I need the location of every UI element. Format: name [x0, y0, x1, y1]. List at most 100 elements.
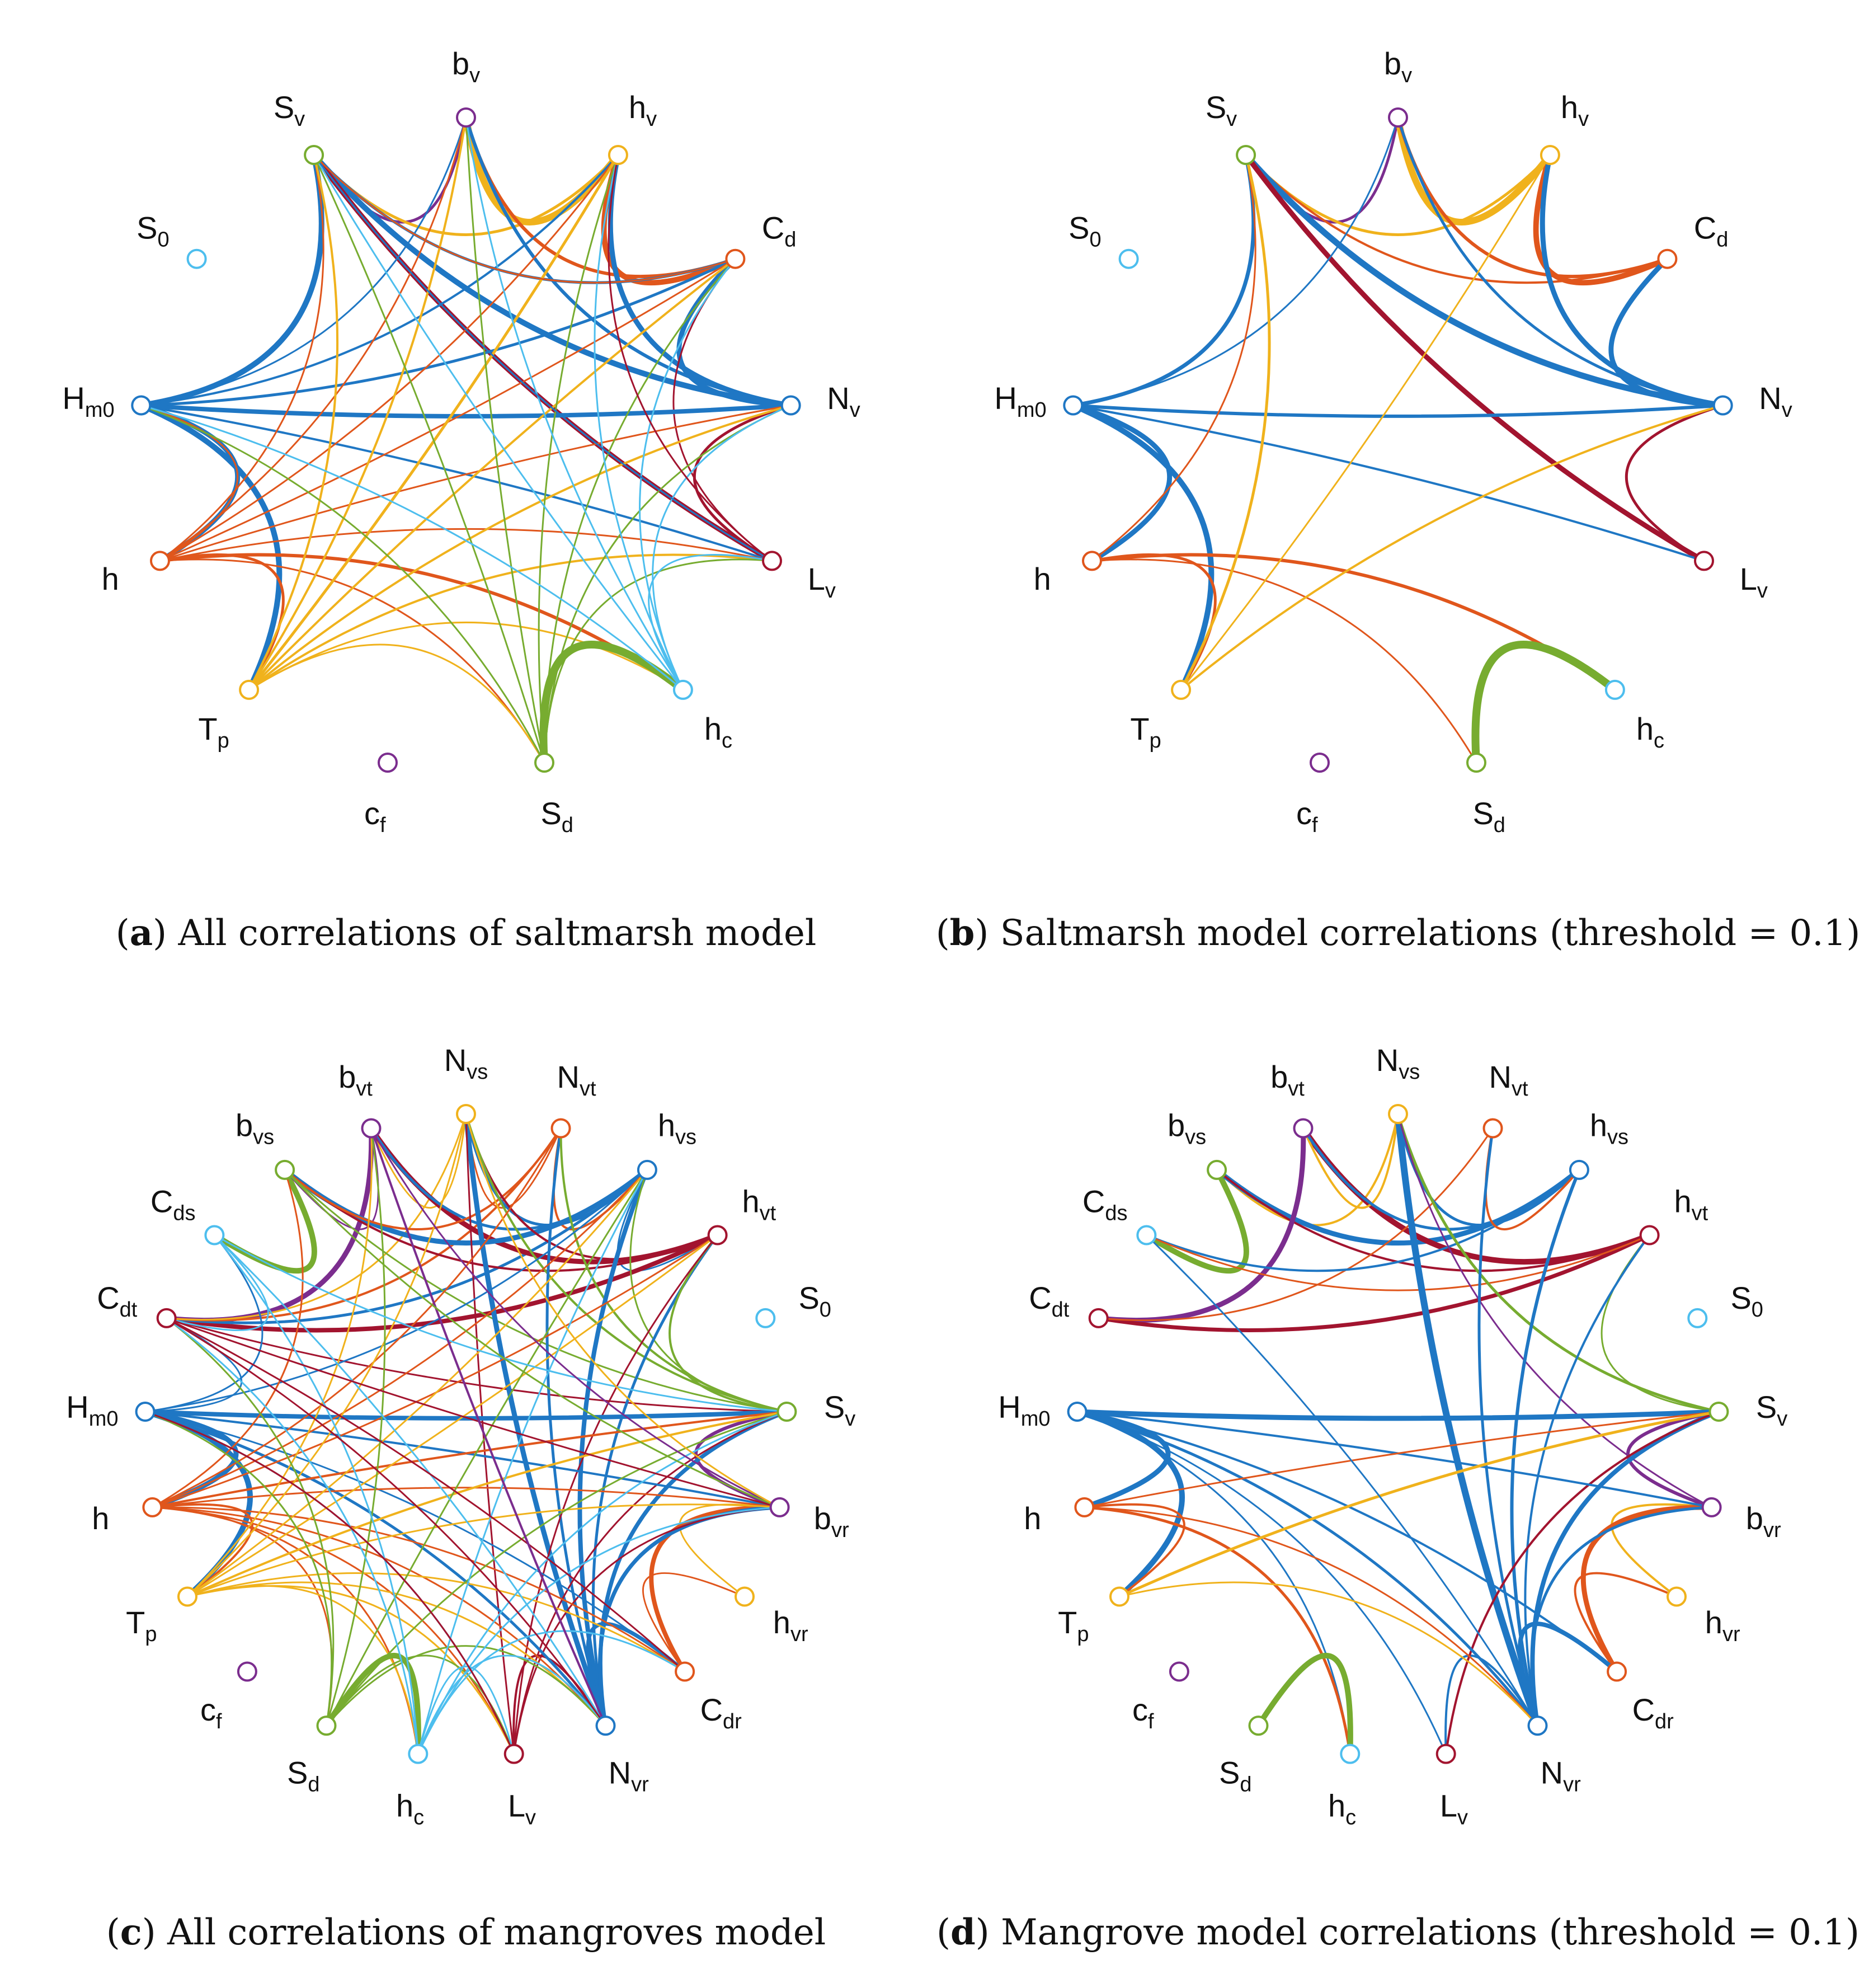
node-label-sub: c	[1654, 729, 1664, 753]
node-label-Sv: Sv	[1756, 1389, 1787, 1431]
link-Sv-bvr	[1626, 1410, 1721, 1509]
node-label-hvt: hvt	[742, 1183, 776, 1225]
link-Tp-Nv	[1180, 404, 1724, 691]
link-Cdt-Sv	[166, 1317, 788, 1413]
node-label-main: S	[1219, 1755, 1240, 1790]
link-bv-Nv	[464, 116, 793, 407]
node-label-main: C	[762, 210, 784, 246]
node-label-bvt: bvt	[338, 1059, 373, 1101]
node-S0	[1687, 1308, 1708, 1328]
link-Tp-Cd	[248, 257, 737, 691]
link-hc-Sv	[313, 154, 684, 691]
node-Sv	[304, 145, 324, 165]
link-Hm0-Nv	[139, 403, 793, 419]
node-label-Nvr: Nvr	[609, 1755, 649, 1797]
link-Tp-hc	[248, 621, 684, 691]
node-label-main: h	[1024, 1501, 1041, 1536]
link-Tp-Nvs	[186, 1113, 467, 1597]
node-label-main: L	[808, 561, 825, 596]
link-Hm0-Nv	[1071, 403, 1725, 418]
node-label-sub: v	[1401, 64, 1412, 87]
link-Tp-hv	[247, 153, 620, 692]
node-label-hvr: hvr	[773, 1605, 808, 1646]
link-Hm0-Tp	[138, 402, 283, 693]
node-label-sub: p	[218, 729, 229, 753]
links-d	[1074, 1111, 1721, 1757]
node-label-Cdt: Cdt	[97, 1280, 138, 1322]
node-Nvr	[1527, 1716, 1548, 1736]
node-label-Cd: Cd	[762, 210, 797, 252]
node-label-main: b	[1746, 1501, 1763, 1536]
link-Nvs-Nvr	[1395, 1111, 1541, 1729]
link-h-Sv	[1083, 1411, 1720, 1508]
node-hc	[1340, 1743, 1361, 1764]
nodes-d: Nvs NvthvshvtS0SvbvrhvrCdrNvrLvhcSdcfTphH…	[998, 1042, 1787, 1830]
node-label-S0: S0	[136, 210, 170, 252]
link-Tp-Sd	[248, 643, 545, 764]
link-hc-Sv	[417, 1411, 788, 1755]
node-label-bv: bv	[452, 46, 480, 87]
nodes-c: Nvs NvthvshvtS0SvbvrhvrCdrNvrLvhcSdcfTphH…	[66, 1042, 855, 1830]
link-bvt-Nvs	[370, 1113, 467, 1209]
node-Sd	[534, 753, 554, 773]
link-Hm0-Lv	[1072, 404, 1705, 562]
node-hvs	[637, 1159, 657, 1180]
node-label-main: S	[287, 1755, 308, 1790]
link-hc-bv	[465, 116, 684, 691]
link-h-bv	[159, 116, 467, 562]
link-Nvt-Nvr	[1477, 1127, 1539, 1727]
link-h-Nvt	[151, 1127, 562, 1508]
node-label-main: S	[1206, 90, 1226, 125]
node-label-sub: 0	[158, 228, 170, 252]
node-label-Nvt: Nvt	[1489, 1059, 1528, 1101]
node-label-h: h	[1034, 561, 1051, 596]
link-Hm0-Sv	[1071, 153, 1256, 407]
node-label-sub: m0	[1017, 398, 1047, 422]
link-h-Cdr	[151, 1506, 686, 1672]
node-label-Lv: Lv	[1440, 1788, 1468, 1830]
node-cf	[378, 753, 398, 773]
node-label-main: N	[1759, 380, 1781, 416]
node-label-main: h	[1674, 1183, 1691, 1219]
node-h	[150, 551, 170, 571]
link-Sd-Cd	[543, 258, 736, 764]
links-b	[1070, 114, 1726, 767]
caption-letter-b: b	[949, 912, 975, 954]
node-label-sub: 0	[1752, 1298, 1763, 1322]
node-label-h: h	[102, 561, 119, 596]
node-label-main: H	[66, 1389, 88, 1425]
link-Cdt-Nvt	[1098, 1127, 1494, 1322]
node-label-hvs: hvs	[1590, 1107, 1628, 1149]
node-label-main: S	[798, 1280, 819, 1315]
link-hc-Lv	[648, 554, 773, 691]
node-label-main: S	[1472, 796, 1493, 831]
link-h-Sv	[151, 1411, 788, 1508]
node-label-main: T	[198, 711, 217, 746]
node-Sd	[316, 1716, 337, 1736]
link-Hm0-Sv	[138, 152, 324, 408]
node-label-Hm0: Hm0	[62, 380, 114, 422]
link-Hm0-Cdr	[1076, 1411, 1618, 1673]
chord-diagram-c: Nvs NvthvshvtS0SvbvrhvrCdrNvrLvhcSdcfTphH…	[66, 1042, 855, 1830]
node-Lv	[762, 551, 782, 571]
link-h-hvt	[151, 1234, 719, 1508]
node-label-hv: hv	[629, 90, 657, 131]
node-label-main: c	[200, 1692, 216, 1727]
node-label-sub: vt	[356, 1077, 373, 1101]
link-Lv-Sv	[513, 1411, 788, 1755]
link-h-Sd	[1091, 558, 1477, 764]
link-h-Sv	[1091, 154, 1256, 562]
node-Nv	[780, 395, 801, 416]
node-bvs	[275, 1159, 295, 1180]
node-Lv	[1435, 1743, 1456, 1764]
node-label-sub: 0	[820, 1298, 831, 1322]
link-hvt-Sv	[669, 1234, 788, 1413]
node-label-Hm0: Hm0	[994, 380, 1046, 422]
node-label-sub: m0	[89, 1407, 119, 1431]
link-Hm0-Cdr	[144, 1411, 686, 1672]
link-Cdt-hvt	[164, 1233, 720, 1333]
link-Cds-hvt	[1145, 1234, 1651, 1291]
link-Sd-hc	[539, 641, 687, 767]
